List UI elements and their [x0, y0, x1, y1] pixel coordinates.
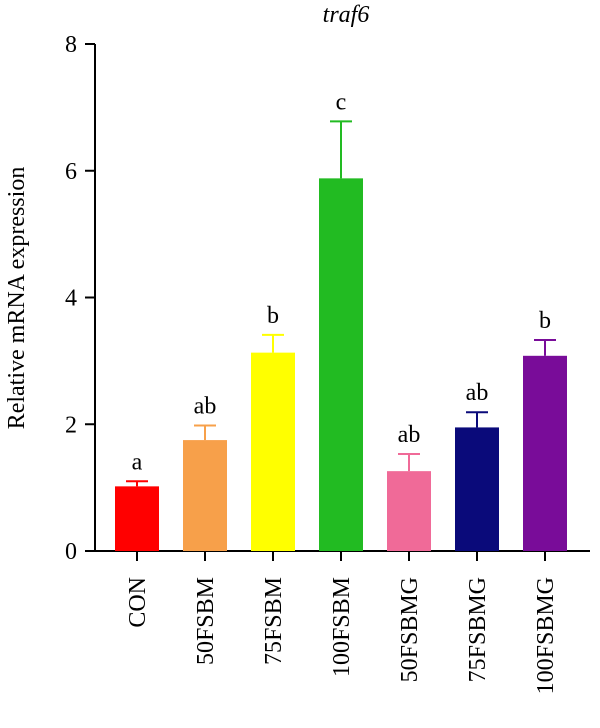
y-tick-label: 0	[65, 539, 77, 565]
significance-label: ab	[398, 422, 421, 448]
y-tick-label: 8	[65, 32, 77, 58]
significance-label: b	[539, 308, 551, 334]
bars: a ab b c ab ab b	[115, 89, 567, 552]
x-tick-label: 50FSBM	[193, 577, 219, 665]
bar	[455, 427, 499, 551]
y-tick-label: 4	[65, 286, 77, 312]
significance-label: b	[267, 303, 279, 329]
significance-label: ab	[194, 394, 217, 420]
bar	[523, 355, 567, 551]
y-axis-label: Relative mRNA expression	[4, 167, 30, 430]
x-axis: CON 50FSBM 75FSBM 100FSBM 50FSBMG 75FSBMG 100F…	[95, 550, 590, 694]
bar	[115, 486, 159, 551]
bar	[183, 440, 227, 551]
x-tick-label: 100FSBM	[329, 577, 355, 677]
x-tick-label: 75FSBMG	[465, 577, 491, 682]
significance-label: ab	[466, 380, 489, 406]
y-tick-label: 2	[65, 412, 77, 438]
y-axis: 0 2 4 6 8	[65, 32, 96, 565]
x-tick-label: CON	[125, 577, 151, 628]
x-tick-label: 75FSBM	[261, 577, 287, 665]
y-tick-label: 6	[65, 159, 77, 185]
x-tick-label: 100FSBMG	[533, 577, 559, 694]
bar	[319, 178, 363, 552]
x-tick-label: 50FSBMG	[397, 577, 423, 682]
bar	[251, 352, 295, 551]
chart-title: traf6	[323, 2, 370, 28]
bar	[387, 471, 431, 551]
significance-label: c	[336, 89, 347, 115]
significance-label: a	[132, 449, 143, 475]
